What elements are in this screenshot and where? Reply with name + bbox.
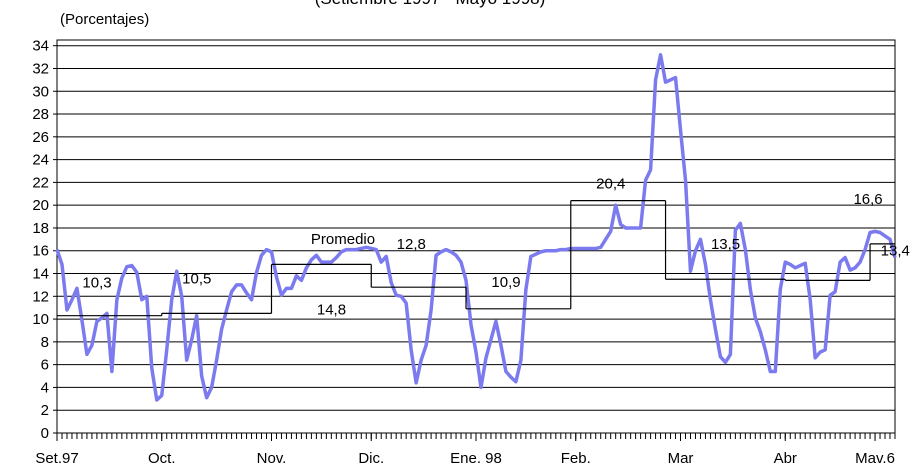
y-tick-label: 26	[32, 129, 49, 146]
y-tick-label: 20	[32, 197, 49, 214]
y-tick-label: 34	[32, 38, 49, 55]
y-tick-label: 0	[41, 425, 49, 442]
data-label: 10,5	[182, 270, 211, 287]
plot-frame	[56, 39, 896, 434]
y-tick-label: 28	[32, 106, 49, 123]
y-tick-label: 2	[41, 402, 49, 419]
x-tick-label: Abr	[774, 450, 797, 465]
y-tick-label: 14	[32, 266, 49, 283]
y-tick-label: 6	[41, 357, 49, 374]
x-tick-label: Ene. 98	[450, 450, 502, 465]
chart-subtitle: (Setiembre 1997 - Mayo 1998)	[315, 0, 546, 8]
y-tick-label: 24	[32, 152, 49, 169]
y-tick-label: 32	[32, 60, 49, 77]
y-tick-label: 12	[32, 288, 49, 305]
data-label: 10,3	[82, 275, 111, 292]
x-tick-label: Mar	[668, 450, 694, 465]
data-line	[55, 53, 897, 402]
y-tick-label: 4	[41, 379, 49, 396]
x-tick-label: Nov.	[257, 450, 287, 465]
data-label: 10,9	[491, 274, 520, 291]
y-tick-label: 30	[32, 83, 49, 100]
x-tick-label: Mav.6	[855, 450, 895, 465]
x-tick-label: Feb.	[561, 450, 591, 465]
y-axis-label: (Porcentajes)	[60, 11, 149, 28]
data-label: 13,4	[881, 242, 910, 259]
y-tick-label: 16	[32, 243, 49, 260]
data-label: 20,4	[596, 176, 625, 193]
y-tick-label: 10	[32, 311, 49, 328]
y-tick-label: 18	[32, 220, 49, 237]
data-label: 12,8	[397, 236, 426, 253]
data-label: 14,8	[317, 301, 346, 318]
y-tick-label: 22	[32, 174, 49, 191]
x-tick-label: Dic.	[358, 450, 384, 465]
y-tick-label: 8	[41, 334, 49, 351]
series-label: Promedio	[311, 231, 375, 248]
data-label: 13,5	[711, 236, 740, 253]
x-tick-label: Set.97	[35, 450, 78, 465]
data-label: 16,6	[853, 191, 882, 208]
x-tick-label: Oct.	[148, 450, 176, 465]
